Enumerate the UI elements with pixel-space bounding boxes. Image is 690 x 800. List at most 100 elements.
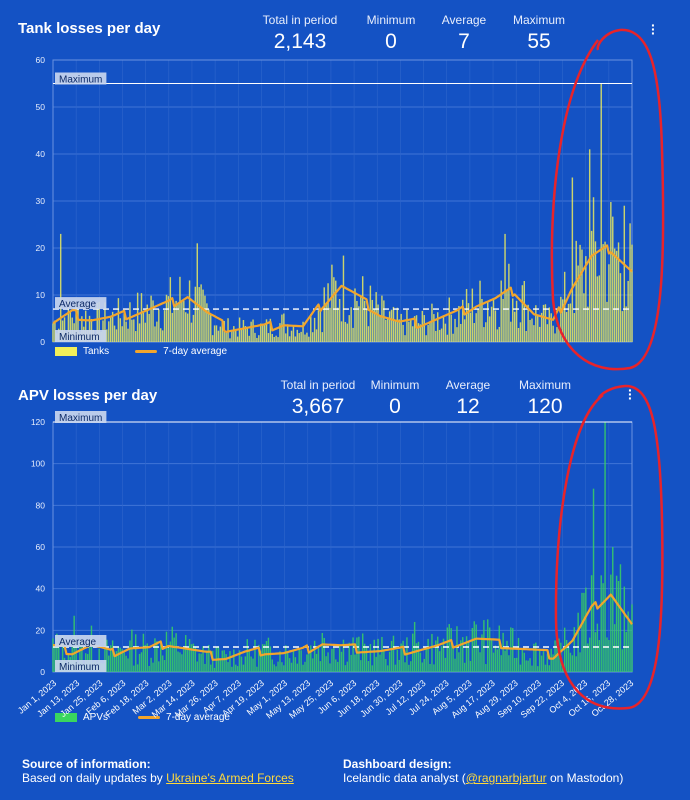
bar	[115, 329, 118, 342]
bar	[481, 298, 483, 342]
bar	[75, 303, 77, 342]
bar	[602, 583, 604, 672]
bar	[621, 649, 624, 672]
bar	[442, 316, 445, 342]
bar	[625, 631, 627, 672]
bar	[59, 233, 62, 342]
y-tick-label: 0	[40, 667, 45, 677]
bar	[160, 644, 162, 672]
bar	[129, 302, 131, 342]
bar	[577, 612, 579, 672]
stat-value: 0	[389, 395, 401, 418]
bar	[417, 323, 420, 342]
bar	[533, 643, 535, 672]
bar	[331, 264, 333, 342]
bar	[385, 319, 387, 342]
bar	[517, 637, 520, 672]
bar	[163, 310, 166, 342]
bar	[125, 655, 127, 672]
average-label: Average	[59, 299, 97, 310]
bar	[156, 321, 158, 342]
bar	[260, 650, 262, 672]
y-tick-label: 10	[36, 290, 46, 300]
bar	[300, 331, 302, 342]
bar	[569, 652, 572, 672]
bar	[225, 332, 227, 342]
stat-label: Total in period	[262, 13, 338, 27]
source-link[interactable]: Ukraine's Armed Forces	[166, 771, 294, 785]
bar	[271, 659, 274, 672]
bar	[515, 657, 518, 672]
bar	[300, 650, 302, 672]
bar	[483, 327, 485, 342]
bar	[508, 263, 510, 342]
bar	[400, 313, 402, 342]
bar	[338, 298, 341, 342]
bar	[379, 654, 381, 672]
bar	[552, 654, 554, 672]
bar	[352, 327, 354, 342]
bar	[108, 655, 110, 672]
bar	[229, 338, 231, 342]
bar	[433, 314, 435, 342]
bar	[84, 310, 87, 342]
bar	[381, 295, 383, 342]
stat-value: 0	[385, 30, 397, 53]
bar	[246, 328, 249, 342]
bar	[423, 658, 425, 672]
bar	[481, 634, 483, 672]
bar	[236, 666, 239, 672]
bar	[181, 301, 183, 342]
bar	[583, 592, 585, 672]
bar	[246, 639, 249, 672]
bar	[436, 312, 439, 342]
bar	[140, 652, 143, 672]
bar	[546, 324, 549, 342]
bar	[467, 303, 470, 342]
bar	[292, 325, 295, 342]
bar	[360, 660, 362, 672]
bar	[510, 321, 512, 342]
bar	[158, 661, 160, 672]
bar	[456, 626, 458, 672]
bar	[261, 644, 264, 672]
bar	[352, 637, 354, 672]
bar	[79, 640, 81, 672]
average-label: Average	[59, 637, 97, 648]
bar	[356, 637, 358, 672]
bar	[56, 633, 58, 672]
bar	[425, 335, 427, 342]
bar	[111, 311, 114, 342]
bar	[402, 640, 404, 672]
bar	[117, 298, 120, 342]
stat-label: Maximum	[512, 13, 565, 27]
bar	[521, 285, 524, 342]
bar	[283, 665, 285, 672]
minimum-label: Minimum	[59, 662, 100, 673]
tank-stat-maximum: Maximum 55	[484, 13, 594, 54]
bar	[446, 627, 449, 672]
bar	[496, 649, 499, 672]
bar	[160, 328, 162, 342]
design-text-end: on Mastodon)	[546, 771, 624, 785]
bar	[500, 280, 502, 342]
bar	[265, 640, 268, 672]
bar	[431, 303, 433, 342]
bar	[475, 313, 477, 342]
bar	[388, 311, 391, 342]
mastodon-link[interactable]: @ragnarbjartur	[465, 771, 547, 785]
y-tick-label: 50	[36, 102, 46, 112]
bar	[319, 661, 322, 672]
bar	[631, 604, 633, 672]
bar	[161, 655, 164, 672]
tank-chart-title: Tank losses per day	[18, 20, 161, 37]
bar	[211, 335, 214, 342]
bar	[386, 317, 389, 342]
bar	[204, 663, 206, 672]
bar	[88, 641, 91, 672]
bar	[544, 664, 547, 672]
bar	[161, 330, 164, 342]
bar	[150, 295, 152, 342]
bar	[438, 651, 441, 672]
bar	[167, 296, 170, 342]
